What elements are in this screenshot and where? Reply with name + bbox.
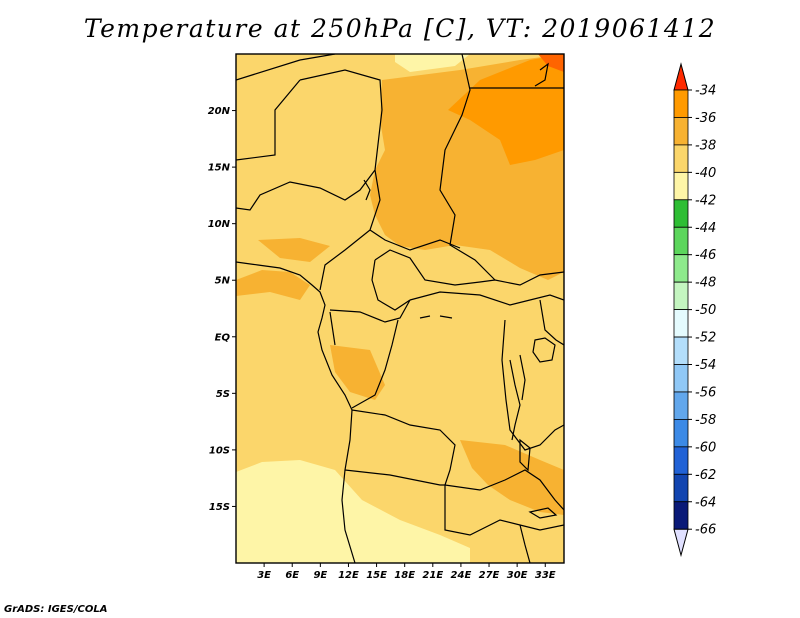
lon-tick-label: 12E: [338, 570, 359, 581]
colorbar-label: -44: [695, 221, 716, 236]
colorbar-swatch: [673, 117, 689, 146]
colorbar-swatch: [673, 391, 689, 420]
colorbar-swatch: [673, 171, 689, 201]
colorbar-bottom-arrow: [673, 528, 689, 558]
lon-tick-label: 33E: [535, 570, 556, 581]
country-borders: [236, 54, 564, 563]
colorbar-label: -40: [695, 166, 716, 181]
field-warm-south-a: [460, 440, 564, 515]
colorbar-swatch: [673, 281, 689, 310]
colorbar-label: -42: [695, 193, 716, 208]
lat-tick-label: 10N: [208, 219, 231, 230]
lat-tick-label: 5N: [215, 276, 231, 287]
field-hottest: [538, 54, 564, 72]
colorbar-label: -62: [695, 468, 716, 483]
map-title: Temperature at 250hPa [C], VT: 201906141…: [83, 14, 717, 43]
lat-tick-label: EQ: [215, 332, 231, 343]
lon-tick-label: 18E: [394, 570, 415, 581]
colorbar-label: -50: [695, 303, 716, 318]
latitude-axis: 20N 15N 10N 5N EQ 5S 10S 15S: [208, 106, 236, 513]
field-cold-southwest: [236, 460, 470, 563]
colorbar-swatch: [673, 309, 689, 338]
field-warm-nigeria: [258, 238, 330, 262]
lon-tick-label: 27E: [479, 570, 500, 581]
lon-tick-label: 6E: [285, 570, 299, 581]
colorbar-label: -48: [695, 276, 716, 291]
colorbar-label: -56: [695, 385, 716, 400]
colorbar-label: -34: [695, 84, 716, 99]
colorbar-swatch: [673, 501, 689, 530]
lon-tick-label: 24E: [451, 570, 472, 581]
colorbar-swatch: [673, 254, 689, 283]
colorbar-label: -58: [695, 413, 716, 428]
lon-tick-label: 21E: [422, 570, 443, 581]
field-warm-south-b: [330, 345, 385, 400]
lon-tick-label: 3E: [257, 570, 271, 581]
temperature-field: [236, 54, 564, 563]
field-warm-gulf: [236, 270, 310, 300]
lat-tick-label: 5S: [216, 389, 230, 400]
longitude-axis: 3E 6E 9E 12E 15E 18E 21E 24E 27E 30E 33E: [257, 563, 556, 581]
colorbar-label: -60: [695, 440, 716, 455]
lat-tick-label: 20N: [208, 106, 231, 117]
plot-frame: [235, 53, 565, 564]
lon-tick-label: 9E: [313, 570, 327, 581]
colorbar-label: -38: [695, 138, 716, 153]
colorbar-swatch: [673, 336, 689, 365]
colorbar-swatch: [673, 226, 689, 256]
colorbar-top-arrow: [673, 62, 689, 91]
lat-tick-label: 10S: [209, 445, 230, 456]
colorbar-label: -46: [695, 248, 716, 263]
lon-tick-label: 15E: [366, 570, 387, 581]
field-hot-northeast: [448, 54, 564, 165]
colorbar-label: -52: [695, 331, 716, 346]
colorbar-swatch: [673, 199, 689, 228]
colorbar-label: -54: [695, 358, 716, 373]
colorbar: -34 -36 -38 -40 -42 -44 -46 -48 -50 -52 -54 -56 -58 -…: [673, 62, 716, 558]
field-cold-north: [395, 54, 470, 72]
colorbar-swatch: [673, 144, 689, 173]
colorbar-swatch: [673, 89, 689, 118]
colorbar-label: -66: [695, 523, 716, 538]
colorbar-swatch: [673, 418, 689, 448]
colorbar-label: -36: [695, 111, 716, 126]
lon-tick-label: 30E: [507, 570, 528, 581]
lat-tick-label: 15N: [208, 163, 231, 174]
colorbar-label: -64: [695, 495, 716, 510]
grads-credit: GrADS: IGES/COLA: [4, 604, 108, 615]
colorbar-swatch: [673, 473, 689, 503]
colorbar-swatch: [673, 364, 689, 393]
lat-tick-label: 15S: [209, 502, 230, 513]
colorbar-swatch: [673, 446, 689, 475]
